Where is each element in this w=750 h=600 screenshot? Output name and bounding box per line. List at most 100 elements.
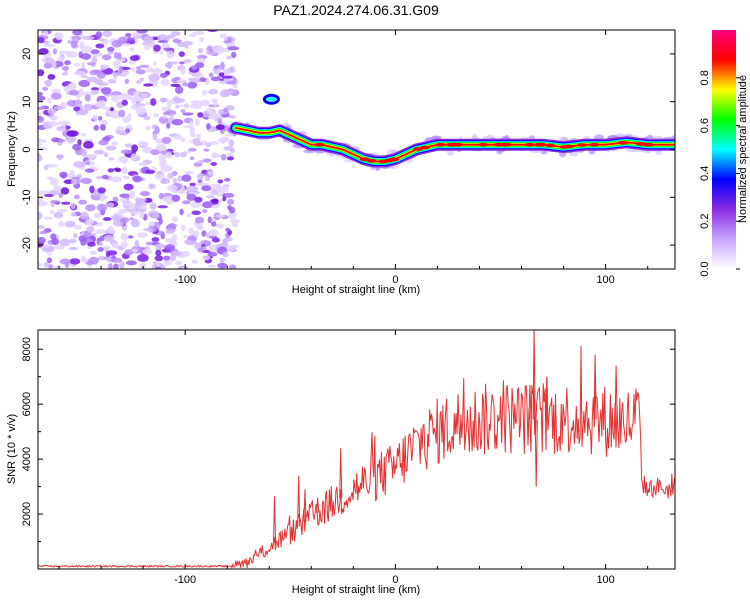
heatmap-noise-cell bbox=[53, 185, 62, 192]
heatmap-noise-cell bbox=[152, 61, 157, 66]
heatmap-noise-cell bbox=[111, 214, 122, 221]
heatmap-noise-cell bbox=[118, 156, 129, 163]
heatmap-noise-cell bbox=[38, 95, 46, 102]
heatmap-peak-cell bbox=[366, 159, 377, 163]
heatmap-noise-cell bbox=[151, 237, 160, 242]
heatmap-noise-cell bbox=[61, 201, 71, 205]
heatmap-noise-cell bbox=[222, 240, 228, 248]
heatmap-noise-cell bbox=[102, 30, 113, 38]
heatmap-noise-cell bbox=[51, 238, 60, 246]
colorbar-tick-label: 0.4 bbox=[699, 166, 711, 181]
heatmap-noise-cell bbox=[209, 187, 214, 196]
heatmap-noise-cell bbox=[119, 93, 130, 101]
heatmap-noise-cell bbox=[197, 112, 204, 118]
snr-y-tick-label: 6000 bbox=[21, 392, 33, 416]
heatmap-noise-cell bbox=[142, 146, 153, 154]
heatmap-noise-cell bbox=[159, 97, 168, 103]
heatmap-noise-cell bbox=[194, 196, 203, 203]
heatmap-noise-cell bbox=[100, 65, 109, 70]
heatmap-noise-cell bbox=[58, 192, 63, 198]
heatmap-noise-cell bbox=[82, 91, 94, 97]
heatmap-noise-cell bbox=[189, 132, 197, 138]
heatmap-noise-cell bbox=[206, 107, 214, 114]
heatmap-noise-cell bbox=[52, 48, 58, 55]
heatmap-noise-cell bbox=[38, 236, 46, 244]
heatmap-noise-cell bbox=[161, 115, 168, 119]
heatmap-noise-cell bbox=[162, 111, 173, 116]
heatmap-noise-cell bbox=[112, 196, 119, 203]
heatmap-peak-cell bbox=[643, 142, 654, 147]
heatmap-noise-cell bbox=[167, 99, 172, 108]
heatmap-noise-cell bbox=[73, 106, 81, 112]
heatmap-noise-cell bbox=[179, 151, 187, 158]
heatmap-noise-cell bbox=[159, 50, 164, 55]
heatmap-noise-cell bbox=[211, 154, 223, 158]
heatmap-noise-cell bbox=[60, 187, 70, 195]
heatmap-noise-cell bbox=[125, 260, 137, 266]
heatmap-noise-cell bbox=[113, 263, 119, 269]
heatmap-noise-cell bbox=[95, 43, 105, 49]
heatmap-noise-cell bbox=[174, 260, 183, 265]
heatmap-noise-cell bbox=[154, 173, 166, 180]
heatmap-noise-cell bbox=[53, 105, 64, 111]
heatmap-noise-cell bbox=[103, 234, 115, 242]
heatmap-noise-cell bbox=[210, 76, 221, 82]
heatmap-noise-cell bbox=[58, 120, 70, 126]
heatmap-noise-cell bbox=[94, 229, 107, 234]
heatmap-noise-cell bbox=[69, 258, 81, 265]
heatmap-noise-cell bbox=[154, 243, 166, 249]
heatmap-noise-cell bbox=[106, 250, 118, 256]
heatmap-noise-cell bbox=[183, 125, 194, 129]
heatmap-noise-cell bbox=[196, 173, 204, 181]
heatmap-noise-cell bbox=[184, 239, 194, 245]
heatmap-noise-cell bbox=[215, 214, 226, 218]
heatmap-noise-cell bbox=[73, 233, 78, 239]
heatmap-noise-cell bbox=[176, 79, 187, 84]
heatmap-noise-cell bbox=[110, 91, 122, 96]
heatmap-noise-cell bbox=[217, 118, 223, 125]
heatmap-noise-cell bbox=[130, 153, 138, 161]
heatmap-noise-cell bbox=[223, 107, 228, 113]
heatmap-noise-cell bbox=[68, 246, 79, 251]
heatmap-noise-cell bbox=[155, 249, 162, 257]
heatmap-noise-cell bbox=[72, 143, 82, 151]
heatmap-noise-cell bbox=[120, 149, 133, 154]
heatmap-noise-cell bbox=[221, 153, 227, 161]
heatmap-noise-cell bbox=[225, 133, 234, 137]
heatmap-noise-cell bbox=[118, 109, 126, 118]
heatmap-noise-cell bbox=[188, 227, 194, 235]
heatmap-noise-cell bbox=[157, 205, 169, 209]
heatmap-noise-cell bbox=[111, 176, 122, 183]
snr-x-axis-label: Height of straight line (km) bbox=[292, 584, 420, 596]
heatmap-noise-cell bbox=[79, 41, 85, 50]
heatmap-noise-cell bbox=[129, 217, 134, 221]
heatmap-noise-cell bbox=[112, 72, 119, 77]
heatmap-noise-cell bbox=[160, 106, 172, 112]
heatmap-noise-cell bbox=[189, 156, 195, 161]
heatmap-noise-cell bbox=[227, 205, 232, 210]
heatmap-noise-cell bbox=[118, 65, 124, 74]
heatmap-noise-cell bbox=[108, 109, 118, 117]
heatmap-noise-cell bbox=[208, 88, 219, 95]
heatmap-noise-cell bbox=[167, 223, 177, 229]
heatmap-noise-cell bbox=[68, 89, 80, 96]
heatmap-noise-cell bbox=[143, 83, 154, 87]
heatmap-noise-cell bbox=[135, 208, 147, 212]
heatmap-noise-cell bbox=[220, 136, 229, 142]
heatmap-peak-cell bbox=[576, 143, 587, 147]
heatmap-noise-cell bbox=[99, 197, 105, 202]
heatmap-noise-cell bbox=[90, 87, 100, 91]
heatmap-noise-cell bbox=[80, 53, 92, 60]
heatmap-noise-cell bbox=[182, 112, 194, 116]
heatmap-noise-cell bbox=[110, 257, 122, 263]
heatmap-noise-cell bbox=[192, 141, 203, 146]
heatmap-noise-cell bbox=[175, 104, 180, 109]
heatmap-noise-cell bbox=[203, 148, 210, 152]
heatmap-noise-cell bbox=[70, 212, 78, 217]
heatmap-noise-cell bbox=[116, 126, 125, 132]
heatmap-noise-cell bbox=[47, 97, 52, 104]
heatmap-peak-cell bbox=[445, 142, 456, 147]
heatmap-peak-cell bbox=[501, 142, 512, 147]
heatmap-noise-cell bbox=[139, 64, 150, 68]
